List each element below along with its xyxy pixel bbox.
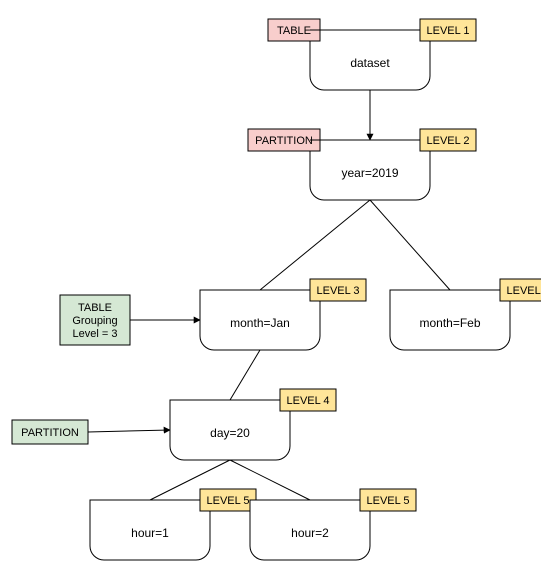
annotation-edge [88, 430, 170, 432]
node-label: dataset [350, 56, 390, 70]
node-label: hour=1 [131, 526, 169, 540]
level-tag-label: LEVEL 3 [506, 285, 541, 297]
tree-node: month=Jan LEVEL 3 [200, 279, 366, 350]
annotation-text: Grouping [72, 315, 117, 327]
annotation-box: PARTITION [12, 420, 88, 444]
node-label: day=20 [210, 426, 250, 440]
edge [370, 200, 450, 290]
tree-node: hour=2 LEVEL 5 [250, 489, 416, 560]
level-tag-label: LEVEL 1 [426, 25, 469, 37]
tree-node: day=20 LEVEL 4 [170, 389, 336, 460]
node-label: month=Jan [230, 316, 290, 330]
tree-node: hour=1 LEVEL 5 [90, 489, 256, 560]
hierarchy-diagram: dataset TABLE LEVEL 1 year=2019 PARTITION LEV… [0, 0, 541, 576]
tree-node: month=Feb LEVEL 3 [390, 279, 541, 350]
tree-node: dataset TABLE LEVEL 1 [268, 19, 476, 90]
annotation-box: TABLEGroupingLevel = 3 [60, 295, 130, 345]
level-tag-label: LEVEL 5 [206, 495, 249, 507]
annotation-text: TABLE [78, 302, 112, 314]
type-tag-label: PARTITION [255, 135, 313, 147]
level-tag-label: LEVEL 2 [426, 135, 469, 147]
node-label: year=2019 [341, 166, 398, 180]
type-tag-label: TABLE [277, 25, 311, 37]
level-tag-label: LEVEL 3 [316, 285, 359, 297]
edge [260, 200, 370, 290]
edge [230, 350, 260, 400]
annotation-text: PARTITION [21, 427, 79, 439]
annotation-text: Level = 3 [73, 328, 118, 340]
level-tag-label: LEVEL 5 [366, 495, 409, 507]
tree-node: year=2019 PARTITION LEVEL 2 [248, 129, 476, 200]
level-tag-label: LEVEL 4 [286, 395, 329, 407]
node-label: hour=2 [291, 526, 329, 540]
node-label: month=Feb [419, 316, 480, 330]
